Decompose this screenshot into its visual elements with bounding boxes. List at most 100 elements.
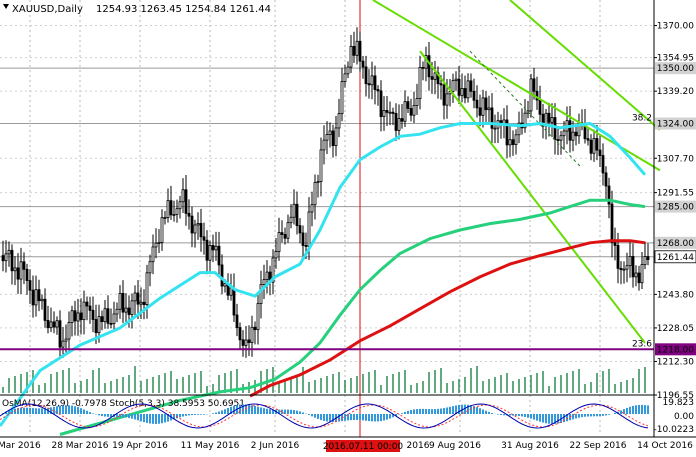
candle-body bbox=[412, 105, 416, 116]
osma-bar bbox=[62, 405, 64, 414]
candle-body bbox=[250, 326, 254, 343]
volume-bar bbox=[8, 378, 10, 393]
candle-body bbox=[586, 138, 590, 141]
candle-body bbox=[475, 99, 479, 109]
osma-bar bbox=[167, 414, 169, 422]
volume-bar bbox=[362, 374, 364, 393]
osma-bar bbox=[419, 408, 421, 414]
osma-bar bbox=[194, 414, 196, 415]
osma-bar bbox=[458, 404, 460, 414]
volume-bar bbox=[614, 384, 616, 393]
osma-bar bbox=[191, 414, 193, 416]
volume-bar bbox=[326, 376, 328, 393]
price-level-box bbox=[655, 200, 696, 213]
volume-bar bbox=[482, 381, 484, 393]
candle-body bbox=[322, 139, 326, 151]
volume-bar bbox=[464, 377, 466, 393]
candle-body bbox=[514, 134, 518, 146]
candle-body bbox=[532, 78, 536, 92]
candle-body bbox=[166, 200, 170, 218]
candle-body bbox=[403, 101, 407, 122]
osma-bar bbox=[344, 414, 346, 421]
volume-bar bbox=[434, 370, 436, 393]
osma-bar bbox=[68, 405, 70, 414]
candle-body bbox=[4, 253, 8, 262]
osma-bar bbox=[65, 405, 67, 414]
candle-body bbox=[22, 261, 26, 270]
candle-body bbox=[547, 112, 551, 123]
candle-body bbox=[187, 212, 191, 217]
candle-body bbox=[262, 279, 266, 285]
osma-bar bbox=[587, 414, 589, 417]
price-level-box bbox=[655, 62, 696, 75]
volume-bar bbox=[410, 385, 412, 393]
candle-body bbox=[553, 117, 557, 141]
osma-bar bbox=[566, 414, 568, 422]
candle-body bbox=[601, 155, 605, 174]
price-tick-label: 1243.80 bbox=[657, 290, 694, 300]
osma-bar bbox=[422, 408, 424, 414]
candle-body bbox=[91, 309, 95, 320]
volume-bar bbox=[398, 372, 400, 393]
volume-bar bbox=[596, 373, 598, 393]
osma-bar bbox=[512, 414, 514, 416]
osma-bar bbox=[59, 405, 61, 414]
fib-label: 23.6 bbox=[632, 339, 652, 349]
volume-bar bbox=[506, 373, 508, 393]
volume-bar bbox=[548, 386, 550, 393]
volume-bar bbox=[20, 374, 22, 393]
candle-body bbox=[184, 189, 188, 214]
volume-bar bbox=[176, 379, 178, 393]
price-tick-label: 1339.20 bbox=[657, 87, 694, 97]
osma-bar bbox=[230, 406, 232, 414]
osma-bar bbox=[299, 411, 301, 414]
volume-bar bbox=[218, 375, 220, 393]
candle-body bbox=[631, 256, 635, 278]
volume-bar bbox=[542, 371, 544, 393]
candle-body bbox=[409, 108, 413, 116]
osma-bar bbox=[389, 414, 391, 419]
volume-bar bbox=[86, 379, 88, 393]
candle-body bbox=[298, 225, 302, 234]
candle-body bbox=[589, 139, 593, 154]
osma-bar bbox=[188, 414, 190, 416]
candle-body bbox=[301, 232, 305, 246]
osma-bar bbox=[245, 404, 247, 414]
osma-bar bbox=[515, 414, 517, 416]
candle-body bbox=[142, 301, 146, 305]
osma-bar bbox=[179, 414, 181, 418]
candle-body bbox=[76, 312, 80, 322]
volume-bar bbox=[212, 384, 214, 393]
osma-bar bbox=[254, 405, 256, 414]
osma-bar bbox=[116, 414, 118, 418]
candle-body bbox=[115, 308, 119, 315]
osma-bar bbox=[581, 414, 583, 418]
candle-body bbox=[358, 40, 362, 62]
candle-body bbox=[508, 139, 512, 146]
candle-body bbox=[169, 200, 173, 216]
volume-bar bbox=[470, 368, 472, 393]
stoch-main-line bbox=[0, 403, 649, 429]
candle-body bbox=[73, 310, 77, 322]
volume-bar bbox=[632, 378, 634, 393]
volume-bar bbox=[590, 382, 592, 393]
osma-bar bbox=[380, 414, 382, 422]
candle-body bbox=[94, 319, 98, 334]
candle-body bbox=[370, 75, 374, 86]
volume-bar bbox=[56, 372, 58, 393]
osma-bar bbox=[71, 405, 73, 414]
candle-body bbox=[163, 217, 167, 219]
volume-bar bbox=[428, 372, 430, 393]
candle-body bbox=[52, 321, 56, 328]
candle-body bbox=[442, 84, 446, 106]
volume-bar bbox=[446, 383, 448, 393]
osma-bar bbox=[320, 414, 322, 421]
candle-body bbox=[256, 303, 260, 331]
date-label: 9 Aug 2016 bbox=[429, 441, 481, 451]
candle-body bbox=[628, 256, 632, 267]
candle-body bbox=[85, 301, 89, 307]
candle-body bbox=[112, 313, 116, 324]
osma-bar bbox=[383, 414, 385, 421]
osma-bar bbox=[269, 409, 271, 414]
volume-bar bbox=[284, 380, 286, 393]
